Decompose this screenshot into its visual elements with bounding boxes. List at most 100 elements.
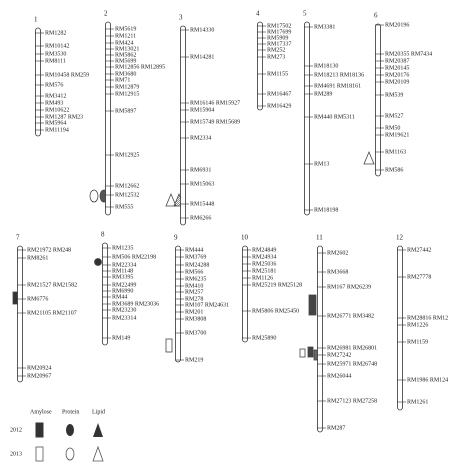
marker-label: RM1287 RM23 (45, 114, 83, 120)
marker-label: RM2602 (327, 250, 348, 256)
marker-label: RM1986 RM124 (407, 377, 448, 383)
chromosome (242, 245, 248, 343)
marker-label: RM539 (385, 92, 403, 98)
marker-label: RM3769 (185, 254, 206, 260)
chromosome-number: 4 (256, 10, 260, 18)
marker-label: RM12879 (115, 84, 139, 90)
marker-label: RM50 (385, 125, 400, 131)
marker-label: RM24288 (185, 262, 209, 268)
marker-label: RM6235 (185, 276, 206, 282)
marker-label: RM17337 (267, 41, 291, 47)
marker-label: RM149 (112, 335, 130, 341)
marker-label: RM3808 (185, 316, 206, 322)
legend-year: 2013 (10, 451, 22, 457)
marker-label: RM15448 (190, 201, 214, 207)
marker-label: RM12915 (115, 91, 139, 97)
marker-label: RM18130 (314, 63, 338, 69)
chromosome (105, 21, 111, 216)
marker-label: RM27442 (407, 247, 431, 253)
marker-label: RM24849 (252, 247, 276, 253)
chromosome-number: 8 (101, 231, 105, 239)
marker-label: RM257 (185, 289, 203, 295)
marker-label: RM566 (185, 269, 203, 275)
chromosome (257, 21, 263, 111)
marker-label: RM444 (185, 247, 203, 253)
marker-label: RM12925 (115, 152, 139, 158)
marker-label: RM1148 (112, 268, 133, 274)
marker-label: RM16429 (267, 103, 291, 109)
marker-label: RM16467 (267, 91, 291, 97)
marker-label: RM576 (45, 82, 63, 88)
marker-label: RM273 (267, 54, 285, 60)
marker-label: RM493 (45, 100, 63, 106)
chromosome-number: 11 (316, 234, 323, 242)
marker-label: RM11194 (45, 127, 69, 133)
marker-label: RM5964 (45, 120, 66, 126)
marker-label: RM3381 (314, 24, 335, 30)
marker-label: RM6931 (190, 167, 211, 173)
marker-label: RM17502 (267, 23, 291, 29)
marker-label: RM1282 (45, 30, 66, 36)
marker-label: RM22334 (112, 262, 136, 268)
chromosome (317, 245, 323, 433)
marker-label: RM27778 (407, 274, 431, 280)
marker-label: RM13 (314, 161, 329, 167)
legend-year: 2012 (10, 427, 22, 433)
marker-label: RM20967 (27, 373, 51, 379)
chromosome-number: 5 (303, 10, 307, 18)
marker-label: RM5862 (115, 52, 136, 58)
marker-label: RM8261 (27, 255, 48, 261)
marker-label: RM21105 RM21107 (27, 310, 77, 316)
marker-label: RM25181 (252, 268, 276, 274)
marker-label: RM20145 (385, 65, 409, 71)
marker-label: RM586 (385, 167, 403, 173)
marker-label: RM410 (185, 283, 203, 289)
marker-label: RM20176 (385, 72, 409, 78)
marker-label: RM506 RM22198 (112, 254, 156, 260)
chromosome-number: 10 (241, 234, 249, 242)
marker-label: RM5897 (115, 108, 136, 114)
marker-label: RM278 (185, 296, 203, 302)
marker-label: RM21972 RM248 (27, 247, 71, 253)
marker-label: RM167 RM26239 (327, 284, 371, 290)
marker-label: RM18213 RM18136 (314, 72, 364, 78)
marker-label: RM3530 (45, 51, 66, 57)
marker-label: RM17699 (267, 29, 291, 35)
marker-label: RM440 RM5311 (314, 114, 355, 120)
marker-label: RM15063 (190, 181, 214, 187)
chromosome-number: 9 (174, 234, 178, 242)
chromosome (397, 245, 403, 411)
marker-label: RM252 (267, 47, 285, 53)
marker-label: RM25219 RM25128 (252, 282, 302, 288)
marker-label: RM1235 (112, 245, 133, 251)
marker-label: RM27242 (327, 352, 351, 358)
marker-label: RM6776 (27, 296, 48, 302)
marker-label: RM1159 (407, 339, 428, 345)
marker-label: RM10458 RM259 (45, 72, 89, 78)
marker-label: RM4691 RM18161 (314, 83, 361, 89)
marker-label: RM28816 RM12 (407, 315, 448, 321)
chromosome (102, 242, 108, 346)
qtl-symbols (12, 150, 375, 361)
marker-label: RM12662 (115, 183, 139, 189)
chromosome-number: 7 (16, 234, 20, 242)
legend-trait: Amylose (30, 409, 52, 415)
marker-label: RM1226 (407, 322, 428, 328)
marker-label: RM20109 (385, 79, 409, 85)
marker-label: RM6266 (190, 215, 211, 221)
marker-label: RM20355 RM7434 (385, 51, 432, 57)
marker-label: RM1163 (385, 149, 406, 155)
marker-label: RM527 (385, 113, 403, 119)
marker-label: RM12532 (115, 192, 139, 198)
marker-label: RM287 (327, 425, 345, 431)
marker-label: RM25971 RM26748 (327, 361, 377, 367)
marker-label: RM25036 (252, 261, 276, 267)
marker-label: RM14330 (190, 27, 214, 33)
marker-label: RM3668 (327, 269, 348, 275)
marker-label: RM10622 (45, 107, 69, 113)
marker-label: RM10142 (45, 43, 69, 49)
chromosome-number: 2 (104, 10, 108, 18)
marker-label: RM1261 (407, 399, 428, 405)
chromosome (180, 25, 186, 226)
marker-label: RM71 (115, 77, 130, 83)
